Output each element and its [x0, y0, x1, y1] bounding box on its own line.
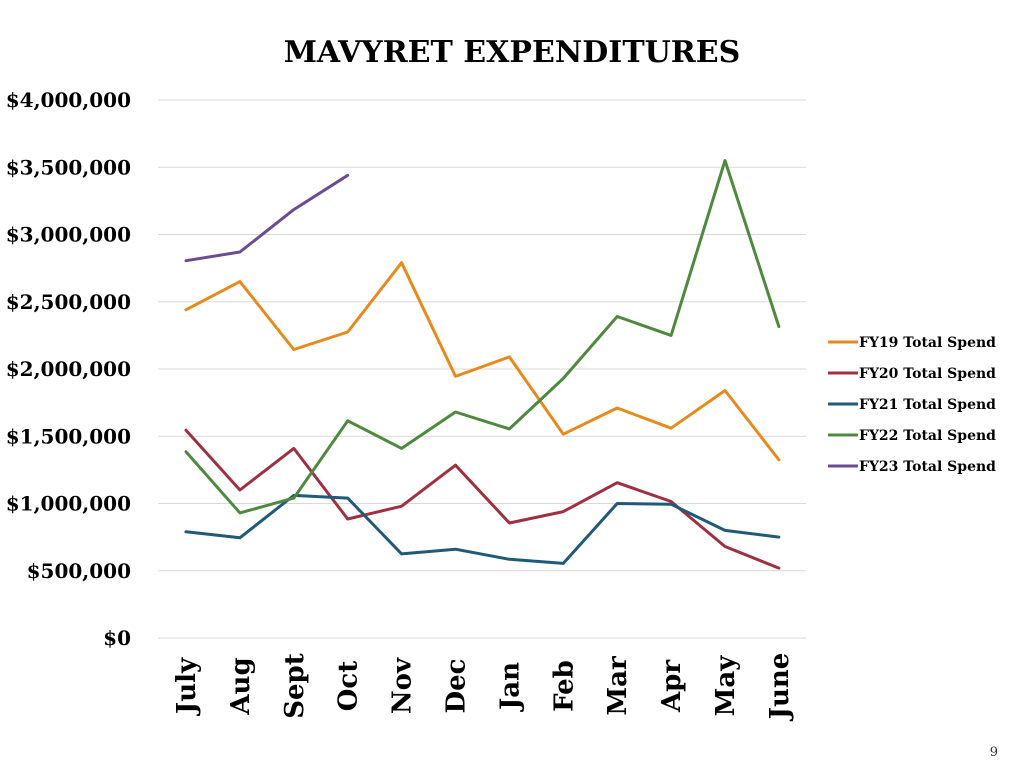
legend: FY19 Total Spend FY20 Total Spend FY21 Tot… [828, 335, 996, 475]
x-tick-label: Apr [657, 660, 687, 713]
x-tick-label: Sept [280, 653, 310, 719]
y-tick-label: $4,000,000 [6, 88, 131, 112]
series-line-fy21-total-spend [184, 493, 781, 565]
x-tick-label: Feb [549, 660, 579, 712]
x-tick-label: Jan [495, 662, 525, 712]
x-tick-label: Aug [226, 657, 256, 715]
gridlines [158, 99, 806, 639]
x-tick-label: June [765, 653, 795, 722]
x-tick-label: Nov [388, 657, 418, 714]
legend-label: FY22 Total Spend [859, 428, 996, 444]
y-tick-label: $2,000,000 [6, 357, 131, 381]
chart-title: MAVYRET EXPENDITURES [284, 35, 741, 70]
page-number: 9 [990, 745, 998, 760]
y-tick-label: $3,500,000 [6, 155, 131, 179]
legend-label: FY19 Total Spend [859, 335, 996, 351]
y-axis-tick-labels: $0 $500,000 $1,000,000 $1,500,000 $2,000,000… [6, 88, 131, 650]
series-line-fy20-total-spend [184, 428, 781, 570]
legend-label: FY23 Total Spend [859, 459, 996, 475]
legend-label: FY20 Total Spend [859, 366, 996, 382]
series-lines [184, 159, 781, 570]
y-tick-label: $0 [103, 626, 131, 650]
series-line-fy22-total-spend [184, 159, 781, 515]
y-tick-label: $3,000,000 [6, 223, 131, 247]
x-tick-label: Mar [603, 656, 633, 716]
x-tick-label: Oct [334, 661, 364, 712]
series-line-fy23-total-spend [184, 173, 350, 263]
y-tick-label: $500,000 [27, 559, 131, 583]
y-tick-label: $2,500,000 [6, 290, 131, 314]
series-line-fy19-total-spend [184, 261, 781, 462]
legend-label: FY21 Total Spend [859, 397, 996, 413]
x-tick-label: July [172, 657, 202, 716]
x-axis-tick-labels: July Aug Sept Oct Nov Dec Jan Feb Mar Apr May June [172, 653, 795, 722]
x-tick-label: Dec [442, 659, 472, 714]
y-tick-label: $1,500,000 [6, 424, 131, 448]
y-tick-label: $1,000,000 [6, 492, 131, 516]
x-tick-label: May [711, 655, 741, 717]
